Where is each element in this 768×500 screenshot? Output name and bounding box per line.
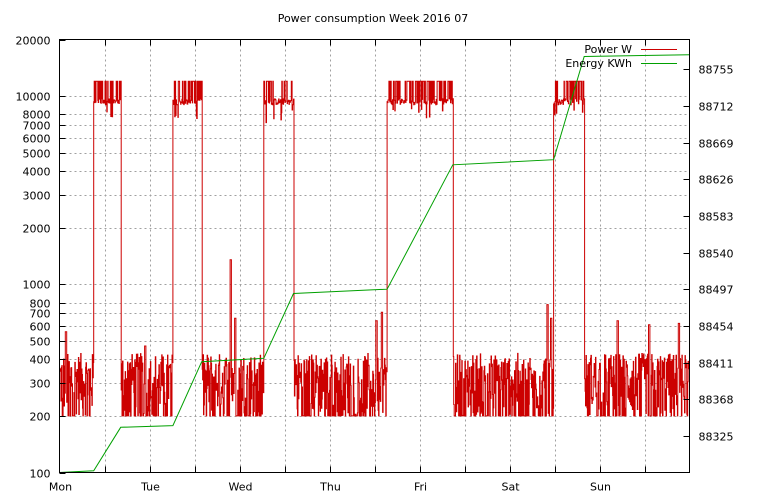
y-left-tick-label: 400 xyxy=(30,354,51,367)
y-right-tick-label: 88411 xyxy=(699,358,734,371)
x-tick-label: Sat xyxy=(501,481,520,494)
x-tick-label: Mon xyxy=(49,481,72,494)
y-left-tick-label: 500 xyxy=(30,336,51,349)
energy-series xyxy=(59,54,690,473)
y-left-tick-label: 8000 xyxy=(23,109,51,122)
y-right-tick-label: 88712 xyxy=(699,101,734,114)
y-left-tick-label: 20000 xyxy=(16,35,51,48)
y-right-tick-label: 88454 xyxy=(699,321,734,334)
y-right-tick-label: 88626 xyxy=(699,174,734,187)
y-left-tick-label: 300 xyxy=(30,378,51,391)
x-tick-label: Sun xyxy=(590,481,611,494)
y-left-tick-label: 100 xyxy=(30,468,51,481)
power-series xyxy=(59,80,690,417)
legend-label-power: Power W xyxy=(584,43,632,56)
y-left-tick-label: 4000 xyxy=(23,166,51,179)
y-left-tick-label: 3000 xyxy=(23,190,51,203)
y-left-tick-label: 6000 xyxy=(23,133,51,146)
x-tick-label: Tue xyxy=(140,481,160,494)
plot-frame xyxy=(59,39,690,473)
power-line xyxy=(59,80,690,417)
y-right-tick-label: 88755 xyxy=(699,64,734,77)
y-left-tick-label: 700 xyxy=(30,308,51,321)
y-right-tick-label: 88583 xyxy=(699,211,734,224)
y-left-tick-label: 200 xyxy=(30,411,51,424)
chart-title: Power consumption Week 2016 07 xyxy=(278,12,469,25)
legend: Power W Energy KWh xyxy=(565,43,677,70)
y-left-tick-label: 600 xyxy=(30,321,51,334)
y-left-tick-label: 1000 xyxy=(23,279,51,292)
y-right-tick-label: 88497 xyxy=(699,284,734,297)
energy-line xyxy=(59,54,690,473)
y-left-tick-label: 5000 xyxy=(23,148,51,161)
y-right-tick-label: 88368 xyxy=(699,394,734,407)
y-left-tick-label: 10000 xyxy=(16,91,51,104)
y-left-tick-label: 7000 xyxy=(23,120,51,133)
y-right-tick-label: 88540 xyxy=(699,248,734,261)
y-left-tick-label: 2000 xyxy=(23,223,51,236)
y-left-tick-label: 800 xyxy=(30,298,51,311)
x-tick-label: Wed xyxy=(229,481,253,494)
x-tick-label: Fri xyxy=(414,481,427,494)
y-right-tick-label: 88669 xyxy=(699,138,734,151)
x-tick-label: Thu xyxy=(319,481,341,494)
legend-label-energy: Energy KWh xyxy=(565,57,632,70)
y-right-tick-label: 88325 xyxy=(699,431,734,444)
